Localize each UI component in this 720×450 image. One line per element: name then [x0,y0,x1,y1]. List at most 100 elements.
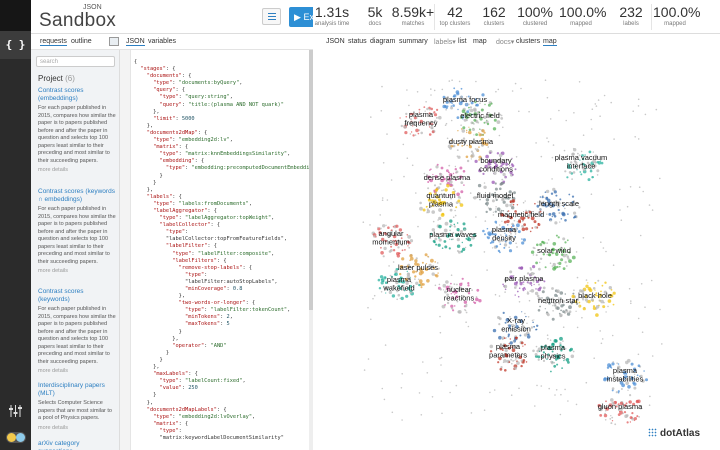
map-label-plasma-frequency[interactable]: plasma frequency [405,110,438,128]
map-label-line: nuclear [447,285,472,294]
map-label-magnetic-field[interactable]: magnetic field [498,210,544,219]
code-block[interactable]: { "stages": { "documents": { "type": "do… [134,59,312,442]
braces-icon[interactable]: { } [0,31,31,59]
map-label-line: parameters [489,351,527,360]
tab-map[interactable]: map [473,38,487,45]
editor-scrollbar[interactable] [309,50,313,450]
project-item-title[interactable]: Interdisciplinary papers (MLT) [38,382,105,397]
more-details-link[interactable]: more details [38,167,68,173]
map-label-x-ray-emission[interactable]: X-ray emission [501,316,531,334]
map-label-solar-wind[interactable]: solar wind [537,246,571,255]
stat-docs: 5k docs [353,4,397,27]
code-line: "embedding": { [159,158,205,165]
stat-analysis-time: 1.31s analysis time [310,4,354,27]
tab-requests[interactable]: requests [40,38,67,46]
project-item[interactable]: Contrast scores (keywords) For each pape… [38,288,116,374]
map-label-plasma-density[interactable]: plasma density [492,225,517,243]
tab-outline[interactable]: outline [71,38,92,45]
scrollbar-thumb[interactable] [309,50,313,310]
tab-docs[interactable]: docs▾ [496,39,515,46]
map-label-boundary-conditions[interactable]: boundary conditions [479,156,513,174]
project-item-title[interactable]: arXiv category suggestions [38,440,80,450]
project-item-title[interactable]: Contrast scores (keywords) [38,288,84,303]
code-line: }, [134,293,186,300]
code-line: "type": [165,229,189,236]
project-item-title[interactable]: Contrast scores (embeddings) [38,87,84,102]
tab-json[interactable]: JSON [126,38,145,46]
map-label-fluid-model[interactable]: fluid model [477,191,514,200]
json-editor[interactable]: { "stages": { "documents": { "type": "do… [120,50,313,450]
tab-json-result[interactable]: JSON [326,38,345,45]
map-label-nuclear-reactions[interactable]: nuclear reactions [444,285,475,303]
project-title-text: Project [38,74,63,83]
map-label-length-scale[interactable]: length scale [539,199,579,208]
project-item[interactable]: Contrast scores (embeddings) For each pa… [38,87,116,173]
tab-clusters[interactable]: clusters [516,38,541,45]
json-view-icon[interactable] [109,37,119,46]
code-line: "documents2dMap": { [146,129,208,136]
map-label-laser-pulses[interactable]: laser pulses [398,263,438,272]
list-menu-button[interactable] [262,8,281,25]
map-label-plasma-vacuum-interface[interactable]: plasma vacuum interface [555,153,608,171]
stat-top-clusters: 42 top clusters [433,4,477,27]
map-label-line: wakefield [382,284,414,293]
more-details-link[interactable]: more details [38,368,68,374]
icon-rail: { } [0,0,31,450]
theme-toggle[interactable] [6,432,26,443]
project-item-title[interactable]: Contrast scores (keywords ∩ embeddings) [38,188,115,203]
code-line: "type": "labelCount:fixed", [159,378,246,385]
project-count: (6) [65,74,75,83]
tab-variables[interactable]: variables [148,38,177,45]
code-line: "type": "embedding2d:lvOverlay", [153,413,256,420]
project-item[interactable]: Contrast scores (keywords ∩ embeddings) … [38,188,116,274]
map-label-plasma-physics[interactable]: plasma physics [540,343,565,361]
code-line: "two-words-or-longer": { [178,300,256,307]
map-canvas[interactable]: plasma focus plasma frequency electric fiel… [313,50,720,450]
map-label-plasma-waves[interactable]: plasma waves [429,230,477,239]
map-label-black-hole[interactable]: black hole [578,291,612,300]
map-label-dusty-plasma[interactable]: dusty plasma [449,137,494,146]
map-label-pair-plasma[interactable]: pair plasma [505,274,545,283]
code-line: "labelAggregator": { [153,207,217,214]
map-label-plasma-wakefield[interactable]: plasma wakefield [382,275,414,293]
code-line: "labelFilters": { [172,257,227,264]
stat-label: mapped [664,21,686,27]
sliders-icon[interactable] [8,404,23,418]
document-map[interactable]: plasma focus plasma frequency electric fiel… [313,50,720,450]
map-label-line: plasma [541,343,566,352]
dotatlas-logo-icon [648,428,657,437]
map-label-plasma-instabilities[interactable]: plasma instabilities [607,366,644,384]
tab-diagram[interactable]: diagram [370,38,396,45]
map-label-line: instabilities [607,375,644,384]
tab-map-docs[interactable]: map [543,38,557,46]
more-details-link[interactable]: more details [38,268,68,274]
map-label-quantum-plasma[interactable]: quantum plasma [426,191,455,209]
map-label-line: plasma [387,275,412,284]
search-input[interactable]: search [36,56,115,67]
map-label-line: length scale [539,199,579,208]
editor-gutter [120,50,131,450]
code-line: }, [134,186,154,193]
map-label-plasma-parameters[interactable]: plasma parameters [489,342,527,360]
map-label-dense-plasma[interactable]: dense plasma [424,173,472,182]
code-line: "labelFilter": { [165,243,217,250]
project-item-desc: For each paper published in 2015, compar… [38,105,116,164]
map-label-electric-field[interactable]: electric field [460,111,500,120]
tab-status[interactable]: status [348,38,367,45]
tab-list[interactable]: list [458,38,467,45]
code-line: } [134,392,157,399]
toggle-knob-blue [16,433,25,442]
map-label-gluon-plasma[interactable]: gluon plasma [598,402,643,411]
code-line: }, [134,122,154,129]
map-label-angular-momentum[interactable]: angular momentum [372,229,410,247]
more-details-link[interactable]: more details [38,424,68,431]
map-label-neutron-star[interactable]: neutron star [538,296,579,305]
tab-summary[interactable]: summary [399,38,428,45]
code-line: } [134,328,182,335]
project-item-desc: Selects Computer Science papers that are… [38,400,112,421]
code-line: "maxTokens": 5 [185,321,230,328]
project-item[interactable]: Interdisciplinary papers (MLT) Selects C… [38,382,116,431]
project-item[interactable]: arXiv category suggestions [38,440,116,450]
tab-labels[interactable]: labels▾ [434,39,456,46]
map-label-plasma-focus[interactable]: plasma focus [443,95,487,104]
